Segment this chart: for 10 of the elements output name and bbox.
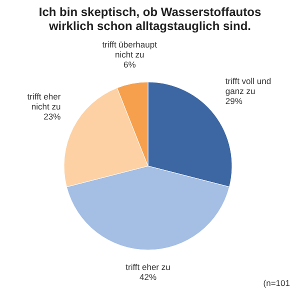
- data-label: 42%: [139, 272, 157, 282]
- slice-label: trifft eher zu: [126, 262, 171, 272]
- data-label: 6%: [123, 60, 136, 70]
- data-label: 29%: [225, 96, 243, 106]
- slice-label: trifft eher nicht zu: [27, 92, 61, 112]
- chart-title: Ich bin skeptisch, ob Wasserstoffautos wirklich schon alltagstauglich sind.: [38, 5, 262, 33]
- slice-label: trifft voll und ganz zu: [225, 76, 272, 96]
- slice-label: trifft überhaupt nicht zu: [102, 40, 158, 60]
- data-label: 23%: [44, 112, 62, 122]
- text: (n=101: [263, 278, 290, 288]
